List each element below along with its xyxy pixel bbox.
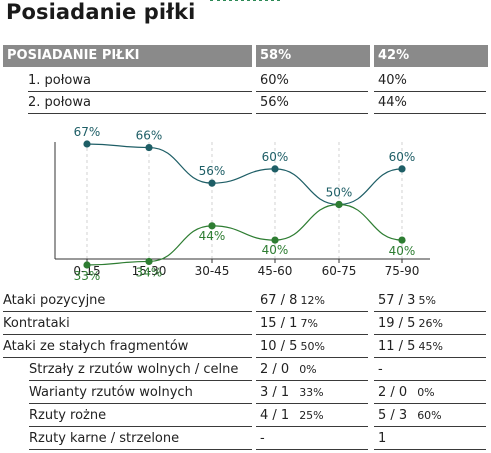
home-count: 67 / 8 (260, 293, 298, 308)
home-percent: 50% (300, 340, 325, 353)
series-home-point (398, 165, 406, 173)
home-value: 67 / 8 12% (256, 290, 368, 312)
home-percent: 33% (299, 386, 324, 399)
series-home-point (271, 165, 279, 173)
data-label: 56% (199, 164, 226, 178)
row-label: 1. połowa (28, 70, 252, 92)
possession-home-total: 58% (256, 45, 370, 67)
series-away-line (86, 203, 403, 266)
home-count: 4 / 1 (260, 408, 290, 423)
row-label: Warianty rzutów wolnych (29, 382, 252, 404)
home-value: 60% (256, 70, 368, 92)
x-tick-label: 30-45 (195, 264, 230, 278)
data-label: 60% (389, 150, 416, 164)
away-value: 40% (374, 70, 486, 92)
x-tick-label: 15-30 (132, 264, 167, 278)
home-value: 3 / 1 33% (256, 382, 368, 404)
data-label: 60% (262, 150, 289, 164)
data-label: 66% (136, 129, 163, 143)
home-value: 10 / 5 50% (256, 336, 368, 358)
x-tick-label: 0-15 (73, 264, 100, 278)
series-home-point (208, 179, 216, 187)
home-percent: 12% (300, 294, 325, 307)
table-row: 2. połowa 56% 44% (0, 92, 491, 114)
away-count: 1 (378, 431, 387, 446)
away-count: - (378, 362, 383, 377)
away-percent: 0% (417, 386, 435, 399)
series-away-point (145, 257, 153, 266)
row-label: Strzały z rzutów wolnych / celne (29, 359, 252, 381)
series-away-point (271, 236, 279, 244)
table-row: Rzuty rożne 4 / 1 25% 5 / 3 60% (0, 405, 491, 427)
possession-chart: 0-15 15-30 30-45 45-60 60-75 75-90 67% 66% 56% 60… (0, 122, 491, 282)
away-count: 57 / 3 (378, 293, 416, 308)
series-home-line (86, 143, 403, 206)
away-value: 44% (374, 92, 486, 114)
table-row: Ataki pozycyjne 67 / 8 12% 57 / 3 5% (0, 290, 491, 312)
data-label: 50% (326, 186, 353, 200)
possession-header-label: POSIADANIE PIŁKI (3, 45, 252, 67)
series-home-point (145, 143, 153, 152)
x-tick-label: 60-75 (322, 264, 357, 278)
table-row: Kontrataki 15 / 1 7% 19 / 5 26% (0, 313, 491, 335)
x-tick-label: 45-60 (258, 264, 293, 278)
away-count: 5 / 3 (378, 408, 408, 423)
series-away-point (398, 236, 406, 244)
away-count: 19 / 5 (378, 316, 416, 331)
page-title: Posiadanie piłki (6, 0, 196, 24)
home-percent: 7% (300, 317, 318, 330)
data-label: 40% (389, 244, 416, 258)
home-count: 2 / 0 (260, 362, 290, 377)
home-percent: 0% (299, 363, 317, 376)
possession-away-total: 42% (374, 45, 488, 67)
row-label: Ataki ze stałych fragmentów (3, 336, 252, 358)
away-percent: 45% (418, 340, 443, 353)
data-label: 67% (74, 125, 101, 139)
possession-chart-svg: 0-15 15-30 30-45 45-60 60-75 75-90 67% 66% 56% 60… (54, 125, 430, 282)
away-value: 19 / 5 26% (374, 313, 486, 335)
home-value: 2 / 0 0% (256, 359, 368, 381)
home-count: - (260, 431, 265, 446)
series-home-point (83, 140, 91, 148)
away-percent: 5% (418, 294, 436, 307)
row-label: Rzuty karne / strzelone (29, 428, 252, 450)
home-count: 15 / 1 (260, 316, 298, 331)
home-value: - (256, 428, 368, 450)
data-label: 33% (74, 269, 101, 282)
home-count: 3 / 1 (260, 385, 290, 400)
row-label: Rzuty rożne (29, 405, 252, 427)
away-value: 1 (374, 428, 486, 450)
series-away-point (83, 261, 91, 269)
home-value: 4 / 1 25% (256, 405, 368, 427)
series-away-point (208, 222, 216, 230)
row-label: Ataki pozycyjne (3, 290, 252, 312)
table-row: Rzuty karne / strzelone - 1 (0, 428, 491, 450)
series-away-point (335, 200, 343, 209)
away-value: 11 / 5 45% (374, 336, 486, 358)
data-label: 44% (199, 229, 226, 243)
top-decoration (0, 0, 491, 3)
away-count: 11 / 5 (378, 339, 416, 354)
data-label: 34% (136, 265, 163, 279)
x-tick-label: 75-90 (385, 264, 420, 278)
away-value: 57 / 3 5% (374, 290, 486, 312)
away-percent: 60% (417, 409, 442, 422)
table-row: Warianty rzutów wolnych 3 / 1 33% 2 / 0 0% (0, 382, 491, 404)
home-percent: 25% (299, 409, 324, 422)
data-label: 40% (262, 243, 289, 257)
possession-header-row: POSIADANIE PIŁKI 58% 42% (0, 45, 491, 67)
away-value: - (374, 359, 486, 381)
row-label: 2. połowa (28, 92, 252, 114)
home-value: 15 / 1 7% (256, 313, 368, 335)
home-value: 56% (256, 92, 368, 114)
home-count: 10 / 5 (260, 339, 298, 354)
away-value: 2 / 0 0% (374, 382, 486, 404)
row-label: Kontrataki (3, 313, 252, 335)
table-row: Ataki ze stałych fragmentów 10 / 5 50% 11… (0, 336, 491, 358)
table-row: 1. połowa 60% 40% (0, 70, 491, 92)
table-row: Strzały z rzutów wolnych / celne 2 / 0 0%… (0, 359, 491, 381)
away-value: 5 / 3 60% (374, 405, 486, 427)
away-percent: 26% (418, 317, 443, 330)
away-count: 2 / 0 (378, 385, 408, 400)
